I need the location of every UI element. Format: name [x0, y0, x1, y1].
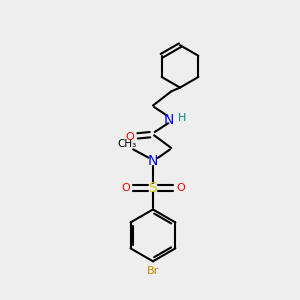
Text: N: N: [164, 113, 174, 127]
Text: N: N: [148, 154, 158, 168]
Text: O: O: [176, 183, 185, 193]
Text: H: H: [178, 113, 187, 123]
Text: S: S: [148, 181, 157, 195]
Text: Br: Br: [147, 266, 159, 276]
Text: O: O: [125, 132, 134, 142]
Text: O: O: [121, 183, 130, 193]
Text: CH₃: CH₃: [118, 140, 137, 149]
